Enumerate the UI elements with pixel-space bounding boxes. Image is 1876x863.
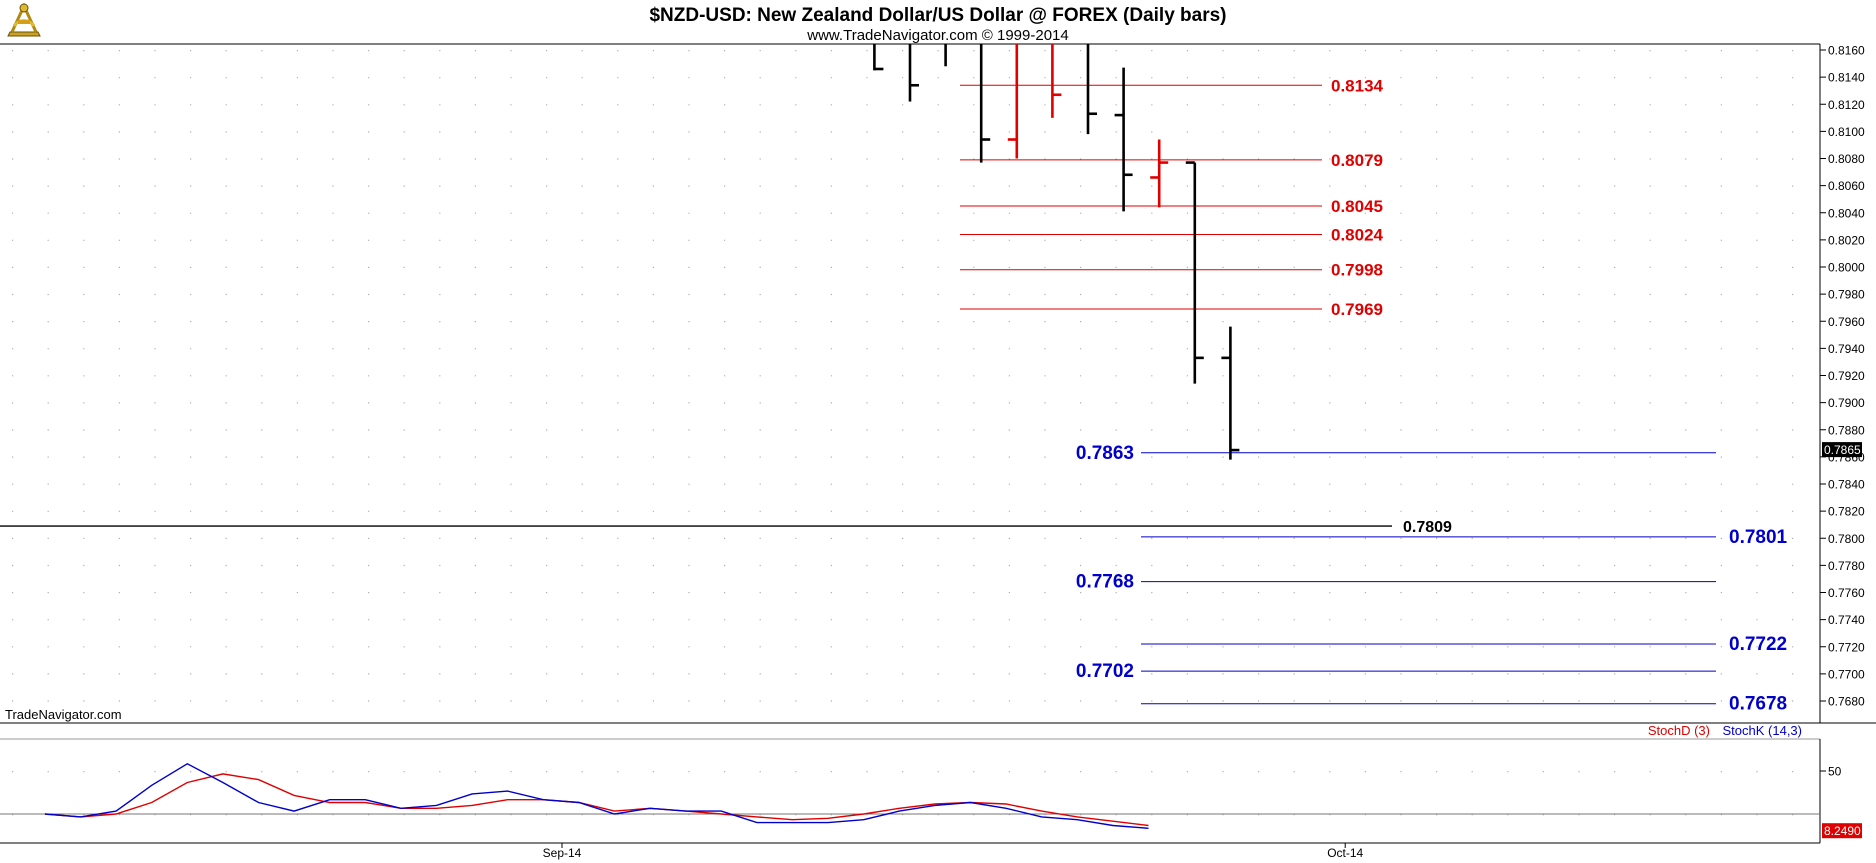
y-tick-label: 0.7900	[1828, 396, 1865, 410]
price-bars	[873, 44, 1240, 460]
y-tick-label: 0.8120	[1828, 98, 1865, 112]
price-bar	[908, 44, 919, 102]
y-tick-label: 0.8140	[1828, 71, 1865, 85]
level-label: 0.8024	[1331, 225, 1384, 244]
stoch-last-label: 8.2490	[1824, 824, 1861, 838]
price-bar	[1007, 44, 1019, 159]
y-tick-label: 0.7800	[1828, 532, 1865, 546]
header-band	[0, 0, 1876, 44]
y-tick-label: 0.7700	[1828, 667, 1865, 681]
y-tick-label: 0.7940	[1828, 342, 1865, 356]
logo	[7, 2, 41, 37]
last-price-label: 0.7865	[1824, 443, 1861, 457]
level-label: 0.7998	[1331, 261, 1383, 280]
price-bar	[979, 44, 991, 163]
price-bar	[1185, 161, 1204, 384]
level-label: 0.8134	[1331, 76, 1384, 95]
stoch-series-line	[44, 762, 1149, 829]
legend-stoch-d: StochD (3)	[1648, 723, 1710, 738]
y-tick-label: 0.7980	[1828, 288, 1865, 302]
level-label: 0.7722	[1729, 634, 1787, 655]
last-price-box	[1822, 442, 1862, 458]
stoch-panel: 50 8.2490	[0, 762, 1862, 839]
y-tick-label: 0.8080	[1828, 152, 1865, 166]
y-tick-label: 0.8100	[1828, 125, 1865, 139]
chart-title: $NZD-USD: New Zealand Dollar/US Dollar @…	[649, 5, 1226, 26]
legend-stoch-k: StochK (14,3)	[1723, 723, 1803, 738]
y-tick-label: 0.7760	[1828, 586, 1865, 600]
price-bar	[1114, 67, 1133, 212]
sextant-logo-icon	[7, 2, 41, 37]
price-bar	[1086, 44, 1097, 135]
x-tick-label: Oct-14	[1327, 846, 1363, 860]
level-label: 0.7702	[1076, 661, 1134, 682]
y-tick-label: 0.8060	[1828, 179, 1865, 193]
chart-subtitle: www.TradeNavigator.com © 1999-2014	[806, 27, 1068, 44]
y-tick-label: 0.7740	[1828, 613, 1865, 627]
level-label: 0.8079	[1331, 151, 1383, 170]
y-tick-label: 0.8000	[1828, 261, 1865, 275]
price-bar	[1051, 44, 1062, 118]
y-tick-label: 0.8020	[1828, 233, 1865, 247]
price-y-axis: 0.8160 0.8140 0.8120 0.8100 0.8080 0.8060 0.80…	[1820, 44, 1865, 709]
level-label: 0.7801	[1729, 527, 1788, 548]
grid	[12, 50, 1794, 816]
y-tick-label: 0.7920	[1828, 369, 1865, 383]
level-label: 0.7678	[1729, 694, 1787, 715]
y-tick-label: 0.7840	[1828, 478, 1865, 492]
price-bar	[873, 44, 884, 71]
y-tick-label: 0.7720	[1828, 640, 1865, 654]
y-tick-label: 0.7680	[1828, 695, 1865, 709]
y-tick-label: 0.8040	[1828, 206, 1865, 220]
y-tick-label: 0.7960	[1828, 315, 1865, 329]
level-label: 0.7969	[1331, 300, 1383, 319]
watermark: TradeNavigator.com	[5, 707, 122, 722]
price-bar	[1221, 326, 1240, 460]
y-tick-label: 0.7820	[1828, 505, 1865, 519]
level-label: 0.7809	[1403, 519, 1452, 536]
stoch-y-tick-label: 50	[1828, 765, 1842, 779]
x-axis: Sep-14 Oct-14	[543, 843, 1364, 860]
y-tick-label: 0.8160	[1828, 44, 1865, 58]
grid-dots	[12, 50, 1794, 816]
last-price-marker: 0.7865	[1822, 442, 1862, 458]
level-label: 0.7768	[1076, 572, 1134, 593]
price-bar	[1150, 139, 1169, 208]
x-tick-label: Sep-14	[543, 846, 582, 860]
levels: 0.8134 0.8079 0.8045 0.8024 0.7998 0.7969 0.78…	[0, 76, 1788, 715]
stoch-series-line	[44, 773, 1149, 827]
y-tick-label: 0.7780	[1828, 559, 1865, 573]
level-label: 0.7863	[1076, 443, 1134, 464]
y-tick-label: 0.7880	[1828, 423, 1865, 437]
stoch-last-box	[1822, 823, 1862, 839]
level-label: 0.8045	[1331, 197, 1383, 216]
